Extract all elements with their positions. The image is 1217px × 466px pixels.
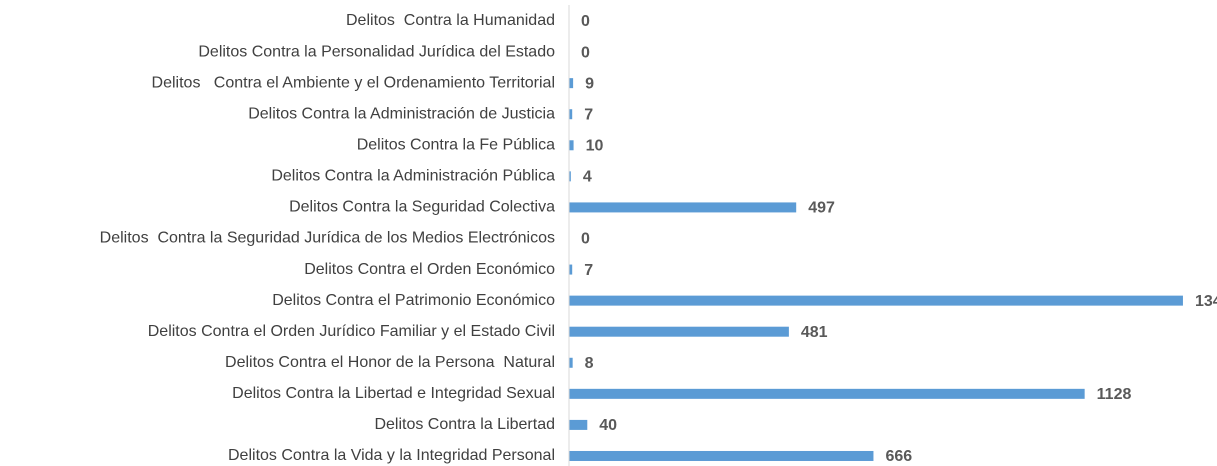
value-label: 9 bbox=[585, 75, 594, 92]
value-label: 481 bbox=[801, 324, 828, 341]
y-tick-label: Delitos Contra la Vida y la Integridad P… bbox=[228, 447, 555, 464]
bar bbox=[569, 264, 573, 275]
y-tick-label: Delitos Contra la Seguridad Jurídica de … bbox=[100, 230, 555, 247]
y-tick-label: Delitos Contra la Humanidad bbox=[346, 12, 555, 29]
y-tick-label: Delitos Contra el Orden Económico bbox=[304, 261, 555, 278]
bar bbox=[569, 357, 573, 368]
y-tick-label: Delitos Contra la Seguridad Colectiva bbox=[289, 199, 555, 216]
y-tick-label: Delitos Contra la Administración Pública bbox=[271, 168, 555, 185]
bar bbox=[569, 202, 797, 213]
y-tick-label: Delitos Contra el Orden Jurídico Familia… bbox=[148, 323, 555, 340]
y-tick-label: Delitos Contra el Patrimonio Económico bbox=[272, 292, 555, 309]
value-label: 7 bbox=[584, 106, 593, 123]
value-label: 7 bbox=[584, 262, 593, 279]
value-label: 1343 bbox=[1195, 293, 1217, 310]
value-label: 0 bbox=[581, 231, 590, 248]
value-label: 40 bbox=[599, 417, 617, 434]
bar bbox=[569, 419, 588, 430]
value-label: 497 bbox=[808, 200, 835, 217]
y-tick-label: Delitos Contra el Honor de la Persona Na… bbox=[225, 354, 555, 371]
y-tick-label: Delitos Contra la Administración de Just… bbox=[248, 105, 555, 122]
value-label: 10 bbox=[586, 137, 604, 154]
bar bbox=[569, 295, 1183, 306]
value-label: 1128 bbox=[1097, 386, 1132, 403]
value-label: 0 bbox=[581, 13, 590, 30]
y-tick-label: Delitos Contra la Personalidad Jurídica … bbox=[198, 43, 555, 60]
y-tick-label: Delitos Contra la Fe Pública bbox=[357, 136, 555, 153]
y-tick-label: Delitos Contra la Libertad bbox=[374, 416, 555, 433]
bar bbox=[569, 140, 574, 151]
y-tick-label: Delitos Contra el Ambiente y el Ordenami… bbox=[152, 74, 555, 91]
bar bbox=[569, 109, 573, 120]
value-label: 0 bbox=[581, 44, 590, 61]
bar bbox=[569, 388, 1085, 399]
y-tick-label: Delitos Contra la Libertad e Integridad … bbox=[232, 385, 555, 402]
bar bbox=[569, 326, 789, 337]
bar bbox=[569, 78, 574, 89]
value-label: 8 bbox=[585, 355, 594, 372]
bar bbox=[569, 171, 571, 182]
bar bbox=[569, 450, 874, 461]
value-label: 666 bbox=[885, 448, 912, 465]
value-label: 4 bbox=[583, 169, 592, 186]
